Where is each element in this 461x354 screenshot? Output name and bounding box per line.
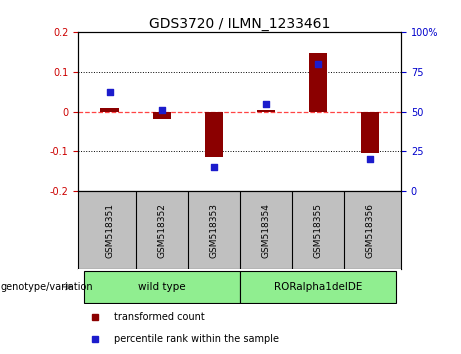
Text: GSM518353: GSM518353 [209, 202, 218, 258]
Text: GSM518352: GSM518352 [157, 202, 166, 258]
Text: GSM518355: GSM518355 [313, 202, 322, 258]
Point [106, 90, 113, 95]
Bar [83, 271, 240, 303]
Bar [257, 109, 275, 112]
Bar [153, 112, 171, 120]
Bar [361, 112, 379, 153]
Text: transformed count: transformed count [114, 312, 205, 322]
Point [210, 164, 218, 170]
Title: GDS3720 / ILMN_1233461: GDS3720 / ILMN_1233461 [149, 17, 331, 31]
Point [314, 61, 321, 67]
Bar [240, 271, 396, 303]
Text: GSM518356: GSM518356 [365, 202, 374, 258]
Bar [100, 108, 119, 112]
Point [158, 107, 165, 113]
Text: RORalpha1delDE: RORalpha1delDE [274, 282, 362, 292]
Text: wild type: wild type [138, 282, 185, 292]
Point [366, 156, 373, 162]
Bar [205, 112, 223, 157]
Text: percentile rank within the sample: percentile rank within the sample [114, 334, 279, 344]
Bar [309, 53, 327, 112]
Point [262, 101, 269, 106]
Text: GSM518354: GSM518354 [261, 202, 270, 258]
Text: genotype/variation: genotype/variation [0, 282, 93, 292]
Text: GSM518351: GSM518351 [105, 202, 114, 258]
